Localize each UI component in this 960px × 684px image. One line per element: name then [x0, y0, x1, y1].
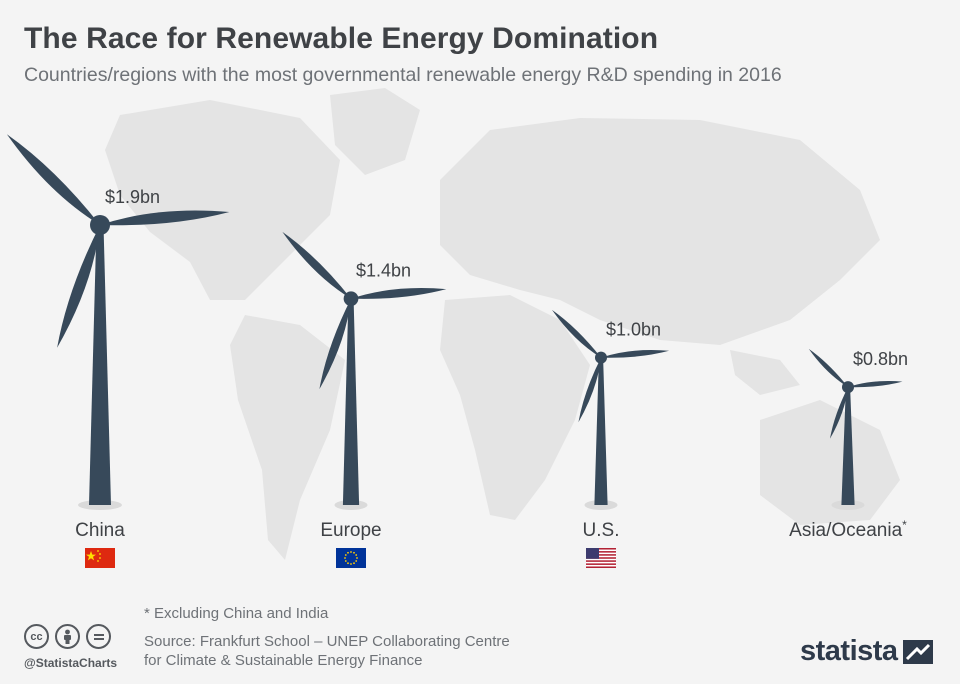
statista-logo[interactable]: statista [800, 635, 933, 668]
statista-handle[interactable]: @StatistaCharts [24, 656, 118, 670]
value-label: $1.0bn [606, 320, 661, 340]
footnote: * Excluding China and India [144, 605, 329, 622]
us-flag-icon [586, 548, 616, 568]
page-title: The Race for Renewable Energy Domination [24, 22, 659, 55]
turbine-blade [57, 225, 100, 348]
turbine-tower [594, 357, 608, 505]
turbine-blade [578, 357, 601, 423]
eu-flag-icon [336, 548, 366, 568]
source-note: Source: Frankfurt School – UNEP Collabor… [144, 632, 564, 670]
turbine-tower [89, 225, 111, 505]
turbine-blade [601, 350, 670, 358]
statista-logo-text: statista [800, 635, 898, 667]
license-icons: cc [24, 624, 111, 649]
turbine-tower [342, 298, 360, 505]
cc-icon: cc [24, 624, 49, 649]
turbine [551, 309, 670, 510]
chart-labels: $1.9bn China $1.4bn Europe $1.0bn U.S. $0.8bn A… [75, 187, 908, 568]
category-label: China [75, 520, 125, 541]
category-label: U.S. [583, 520, 620, 541]
turbine-blade [319, 298, 351, 390]
turbine-blade [848, 381, 903, 388]
turbine-blade [282, 231, 351, 299]
turbine-blade [100, 210, 230, 226]
turbine-hub [842, 381, 854, 394]
category-label: Asia/Oceania* [789, 518, 907, 541]
page-subtitle: Countries/regions with the most governme… [24, 64, 782, 86]
turbine-blade [6, 134, 100, 225]
turbine-hub [90, 215, 110, 235]
source-line-1: Source: Frankfurt School – UNEP Collabor… [144, 633, 510, 650]
footnote-marker: * [902, 518, 907, 532]
turbine [808, 348, 903, 510]
china-flag-icon [85, 548, 115, 568]
turbine-blade [351, 288, 447, 299]
turbine-blade [829, 387, 848, 439]
turbine-hub [595, 351, 607, 364]
turbine-blade [808, 348, 848, 388]
by-icon [55, 624, 80, 649]
turbine-blade [551, 309, 601, 358]
category-label: Europe [320, 520, 381, 541]
value-label: $1.9bn [105, 187, 160, 207]
turbine [6, 134, 230, 510]
turbine-marks [6, 134, 903, 510]
value-label: $0.8bn [853, 349, 908, 369]
statista-logo-icon [902, 639, 933, 664]
source-line-2: for Climate & Sustainable Energy Finance [144, 652, 423, 669]
turbine-tower [841, 387, 855, 505]
turbine [282, 231, 447, 510]
value-label: $1.4bn [356, 261, 411, 281]
turbine-hub [343, 291, 359, 307]
nd-icon [86, 624, 111, 649]
